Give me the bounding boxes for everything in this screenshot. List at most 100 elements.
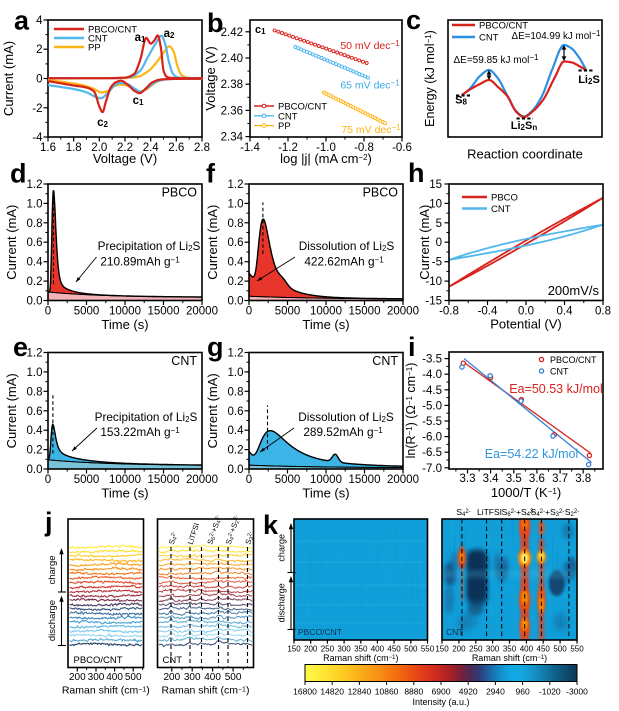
svg-text:960: 960 [516, 687, 530, 697]
svg-text:2.38: 2.38 [221, 79, 243, 91]
svg-text:15: 15 [429, 179, 442, 191]
svg-text:-3000: -3000 [566, 687, 588, 697]
svg-text:charge: charge [47, 555, 58, 584]
svg-text:3.7: 3.7 [552, 473, 568, 485]
svg-text:-3.5: -3.5 [422, 354, 442, 366]
svg-text:0.0: 0.0 [228, 296, 244, 308]
svg-text:CNT: CNT [446, 627, 463, 637]
svg-text:2.4: 2.4 [143, 142, 160, 154]
svg-text:422.62mAh g−1: 422.62mAh g−1 [304, 255, 384, 269]
svg-text:Dissolution of Li2S: Dissolution of Li2S [298, 410, 394, 424]
svg-text:10: 10 [429, 198, 442, 210]
svg-text:1000/T (K−1): 1000/T (K−1) [491, 485, 561, 500]
svg-text:16800: 16800 [293, 687, 317, 697]
svg-text:-0.8: -0.8 [439, 306, 459, 318]
svg-text:300: 300 [486, 645, 500, 654]
svg-text:200: 200 [163, 672, 180, 683]
svg-text:0.8: 0.8 [27, 386, 43, 398]
svg-text:5000: 5000 [275, 306, 301, 318]
svg-text:S62-+S42-: S62-+S42- [502, 507, 536, 518]
svg-text:1.2: 1.2 [27, 179, 43, 191]
svg-text:1.2: 1.2 [228, 348, 244, 360]
svg-text:0.6: 0.6 [228, 237, 244, 249]
svg-text:200: 200 [452, 645, 466, 654]
svg-text:0.4: 0.4 [27, 257, 44, 269]
svg-text:0.2: 0.2 [228, 445, 244, 457]
svg-text:1.0: 1.0 [27, 367, 43, 379]
svg-text:2.40: 2.40 [221, 53, 243, 65]
svg-text:f: f [206, 159, 216, 189]
svg-text:-4: -4 [32, 132, 43, 144]
svg-text:Ea=54.22 kJ/mol: Ea=54.22 kJ/mol [485, 447, 578, 461]
svg-text:ln(R−1) (Ω−1 cm−1): ln(R−1) (Ω−1 cm−1) [404, 363, 418, 459]
svg-text:charge: charge [277, 534, 287, 562]
svg-text:PBCO/CNT: PBCO/CNT [278, 102, 327, 113]
svg-text:300: 300 [88, 672, 105, 683]
svg-text:15000: 15000 [148, 474, 180, 486]
svg-text:a1: a1 [135, 32, 146, 44]
svg-text:2.8: 2.8 [194, 142, 210, 154]
svg-text:75 mV dec−1: 75 mV dec−1 [341, 123, 401, 136]
svg-text:8880: 8880 [404, 687, 423, 697]
svg-text:0: 0 [246, 306, 252, 318]
svg-text:2.6: 2.6 [168, 142, 184, 154]
svg-text:g: g [207, 332, 224, 362]
svg-text:-1.2: -1.2 [278, 142, 298, 154]
svg-text:1.2: 1.2 [228, 179, 244, 191]
svg-text:2940: 2940 [486, 687, 505, 697]
svg-text:PBCO: PBCO [363, 186, 399, 200]
svg-text:0: 0 [436, 237, 442, 249]
svg-text:10000: 10000 [310, 474, 342, 486]
svg-text:CNT: CNT [372, 354, 398, 368]
svg-text:-1.4: -1.4 [240, 142, 260, 154]
svg-text:-5: -5 [432, 257, 442, 269]
svg-text:PBCO/CNT: PBCO/CNT [88, 25, 137, 36]
svg-text:20000: 20000 [387, 474, 419, 486]
svg-text:Current (mA): Current (mA) [205, 205, 220, 280]
svg-text:5: 5 [436, 218, 442, 230]
svg-text:2.34: 2.34 [221, 132, 244, 144]
svg-text:Current (mA): Current (mA) [4, 205, 19, 280]
svg-text:CNT: CNT [171, 354, 197, 368]
svg-text:-0.6: -0.6 [392, 142, 412, 154]
svg-text:CNT: CNT [479, 33, 499, 44]
svg-text:12840: 12840 [348, 687, 372, 697]
svg-text:log |j| (mA cm−2): log |j| (mA cm−2) [280, 151, 372, 166]
svg-text:Raman shift (cm−1): Raman shift (cm−1) [323, 653, 398, 663]
svg-text:Current (mA): Current (mA) [1, 41, 16, 116]
svg-text:15000: 15000 [349, 306, 381, 318]
svg-text:5000: 5000 [74, 474, 100, 486]
svg-text:CNT: CNT [88, 34, 108, 45]
svg-text:CNT: CNT [163, 655, 183, 666]
svg-text:3.3: 3.3 [460, 473, 476, 485]
svg-text:0.4: 0.4 [228, 257, 245, 269]
svg-text:LiTFSI: LiTFSI [477, 507, 502, 517]
svg-text:CNT: CNT [491, 204, 511, 215]
svg-text:CNT: CNT [550, 367, 569, 377]
svg-text:-7.0: -7.0 [422, 463, 442, 475]
svg-text:50 mV dec−1: 50 mV dec−1 [340, 39, 400, 52]
svg-text:-6.0: -6.0 [422, 432, 442, 444]
svg-text:Time (s): Time (s) [101, 317, 148, 332]
svg-text:PP: PP [88, 43, 101, 54]
svg-text:0.2: 0.2 [27, 276, 43, 288]
svg-text:0.8: 0.8 [595, 306, 611, 318]
svg-text:550: 550 [570, 645, 584, 654]
svg-text:discharge: discharge [47, 600, 58, 641]
svg-text:d: d [10, 159, 27, 189]
svg-text:15000: 15000 [148, 306, 180, 318]
svg-text:2.36: 2.36 [221, 105, 243, 117]
svg-text:4920: 4920 [459, 687, 478, 697]
svg-text:PBCO/CNT: PBCO/CNT [550, 355, 597, 365]
svg-text:S42-+S32-: S42-+S32- [531, 507, 565, 518]
svg-text:Raman shift (cm−1): Raman shift (cm−1) [162, 685, 250, 697]
svg-text:-1020: -1020 [539, 687, 561, 697]
svg-text:S8: S8 [455, 95, 467, 107]
svg-text:Current (mA): Current (mA) [4, 373, 19, 448]
svg-text:Li2Sn: Li2Sn [511, 120, 538, 132]
svg-text:-4.5: -4.5 [422, 385, 442, 397]
svg-text:450: 450 [387, 645, 401, 654]
svg-text:2.2: 2.2 [117, 142, 133, 154]
svg-text:4: 4 [36, 15, 43, 27]
svg-text:c2: c2 [97, 117, 108, 129]
